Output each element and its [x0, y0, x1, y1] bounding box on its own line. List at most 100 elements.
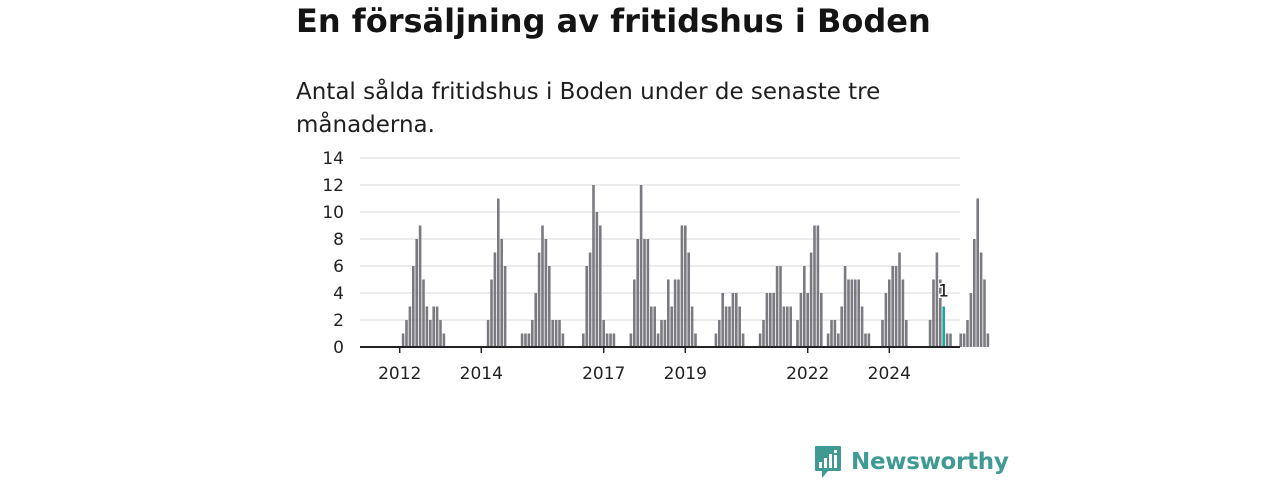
bar	[799, 293, 803, 347]
bar	[425, 306, 429, 347]
y-tick-label: 6	[333, 257, 344, 277]
bar	[731, 293, 735, 347]
x-axis-tick-labels: 2012 2014 2017 2019 2022 2024	[378, 347, 911, 384]
bar	[561, 333, 565, 347]
brand-name: Newsworthy	[851, 449, 1009, 475]
bar	[558, 320, 561, 347]
bar	[636, 239, 639, 347]
newsworthy-logo-icon	[815, 446, 841, 478]
y-tick-label: 0	[333, 338, 344, 358]
bar	[854, 279, 857, 347]
bar	[857, 279, 860, 347]
bar	[850, 279, 854, 347]
bar	[973, 239, 976, 347]
bar	[582, 333, 585, 347]
bar	[548, 266, 551, 347]
bar	[775, 266, 779, 347]
bar	[762, 320, 765, 347]
data-label: 1	[938, 282, 949, 302]
bar	[653, 306, 656, 347]
bar	[520, 333, 524, 347]
bar	[881, 320, 884, 347]
bar	[694, 333, 697, 347]
bar	[486, 320, 490, 347]
bar	[415, 239, 418, 347]
bars	[401, 185, 990, 347]
bar	[959, 333, 962, 347]
bar	[772, 293, 775, 347]
y-tick-label: 10	[322, 203, 344, 223]
bar	[721, 293, 724, 347]
bar	[813, 225, 816, 347]
bar	[769, 293, 772, 347]
x-tick-label: 2019	[664, 364, 707, 384]
bar	[524, 333, 527, 347]
y-tick-label: 8	[333, 230, 344, 250]
bar	[537, 252, 541, 347]
bar	[690, 306, 694, 347]
bar	[816, 225, 820, 347]
bar	[432, 306, 435, 347]
bar	[442, 333, 446, 347]
x-tick-label: 2014	[460, 364, 503, 384]
bar	[687, 252, 690, 347]
bar	[782, 306, 786, 347]
bar	[592, 185, 595, 347]
bar	[656, 333, 660, 347]
bar	[629, 333, 633, 347]
bar	[826, 333, 830, 347]
bar	[809, 252, 813, 347]
bar	[898, 252, 901, 347]
bar	[633, 279, 636, 347]
bar	[966, 320, 969, 347]
bar	[412, 266, 415, 347]
bar	[847, 279, 850, 347]
bar	[901, 279, 905, 347]
bar	[541, 225, 544, 347]
bar	[758, 333, 762, 347]
bar	[840, 306, 843, 347]
bar	[418, 225, 422, 347]
bar	[544, 239, 548, 347]
bar	[551, 320, 554, 347]
bar	[939, 279, 942, 347]
x-tick-label: 2024	[868, 364, 911, 384]
bar	[884, 293, 888, 347]
bar	[667, 279, 670, 347]
y-tick-label: 12	[322, 176, 344, 196]
bar	[888, 279, 891, 347]
bar	[585, 266, 588, 347]
bar	[670, 306, 673, 347]
bar	[408, 306, 412, 347]
bar	[588, 252, 592, 347]
bar	[531, 320, 534, 347]
y-tick-label: 14	[322, 149, 344, 169]
bar	[935, 252, 939, 347]
newsworthy-brand[interactable]: Newsworthy	[814, 444, 1009, 480]
bar	[786, 306, 789, 347]
bar	[527, 333, 531, 347]
bar	[534, 293, 537, 347]
bar	[765, 293, 769, 347]
bar	[714, 333, 718, 347]
x-tick-label: 2017	[582, 364, 625, 384]
bar	[718, 320, 721, 347]
bar	[843, 266, 847, 347]
bar	[612, 333, 616, 347]
bar	[830, 320, 833, 347]
bar	[860, 306, 864, 347]
bar	[639, 185, 643, 347]
bar-highlighted	[942, 306, 945, 347]
bar	[983, 279, 986, 347]
chart-headline: En försäljning av fritidshus i Boden	[296, 2, 931, 40]
bar	[677, 279, 680, 347]
bar	[728, 306, 731, 347]
gridlines	[360, 157, 960, 321]
bar	[932, 279, 935, 347]
bar	[949, 333, 952, 347]
bar	[796, 320, 799, 347]
bar	[497, 198, 500, 347]
bar	[595, 212, 599, 347]
bar	[439, 320, 442, 347]
